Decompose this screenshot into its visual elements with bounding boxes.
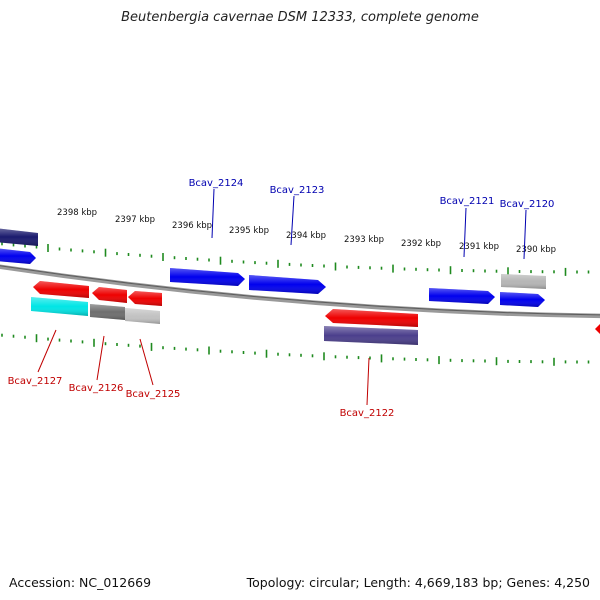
leader-bcav-2126 [96, 335, 105, 381]
kbp-label: 2391 kbp [459, 242, 499, 252]
leader-bcav-2122 [366, 357, 370, 406]
kbp-label: 2393 kbp [344, 235, 384, 245]
kbp-label: 2390 kbp [516, 245, 556, 255]
gene-label-bcav-2124: Bcav_2124 [189, 178, 244, 189]
kbp-label: 2394 kbp [286, 231, 326, 241]
leader-bcav-2125 [139, 338, 154, 386]
kbp-label: 2398 kbp [57, 208, 97, 218]
gene-label-bcav-2122: Bcav_2122 [340, 408, 395, 419]
backbone-highlight [0, 265, 600, 316]
kbp-label: 2396 kbp [172, 221, 212, 231]
reverse-strand [31, 281, 600, 345]
forward-strand [0, 228, 546, 307]
topology-info-text: Topology: circular; Length: 4,669,183 bp… [246, 575, 590, 590]
kbp-label: 2395 kbp [229, 226, 269, 236]
scale-ticks-top [1, 242, 590, 276]
gene-label-bcav-2125: Bcav_2125 [126, 389, 181, 400]
leader-bcav-2127 [37, 329, 57, 373]
leader-bcav-2123 [290, 195, 295, 246]
genome-title: Beutenbergia cavernae DSM 12333, complet… [121, 10, 479, 25]
gene-label-bcav-2121: Bcav_2121 [440, 196, 495, 207]
leader-bcav-2124 [211, 188, 215, 239]
gene-label-bcav-2126: Bcav_2126 [69, 383, 124, 394]
kbp-label: 2392 kbp [401, 239, 441, 249]
kbp-label: 2397 kbp [115, 215, 155, 225]
leader-bcav-2120 [523, 209, 527, 260]
gene-label-bcav-2120: Bcav_2120 [500, 199, 555, 210]
scale-ticks-bottom [1, 333, 590, 366]
backbone [0, 264, 600, 319]
accession-text: Accession: NC_012669 [9, 575, 152, 590]
gene-reverse[interactable] [595, 321, 600, 337]
leader-bcav-2121 [463, 207, 467, 258]
gene-label-bcav-2123: Bcav_2123 [270, 185, 325, 196]
gene-label-bcav-2127: Bcav_2127 [8, 376, 63, 387]
